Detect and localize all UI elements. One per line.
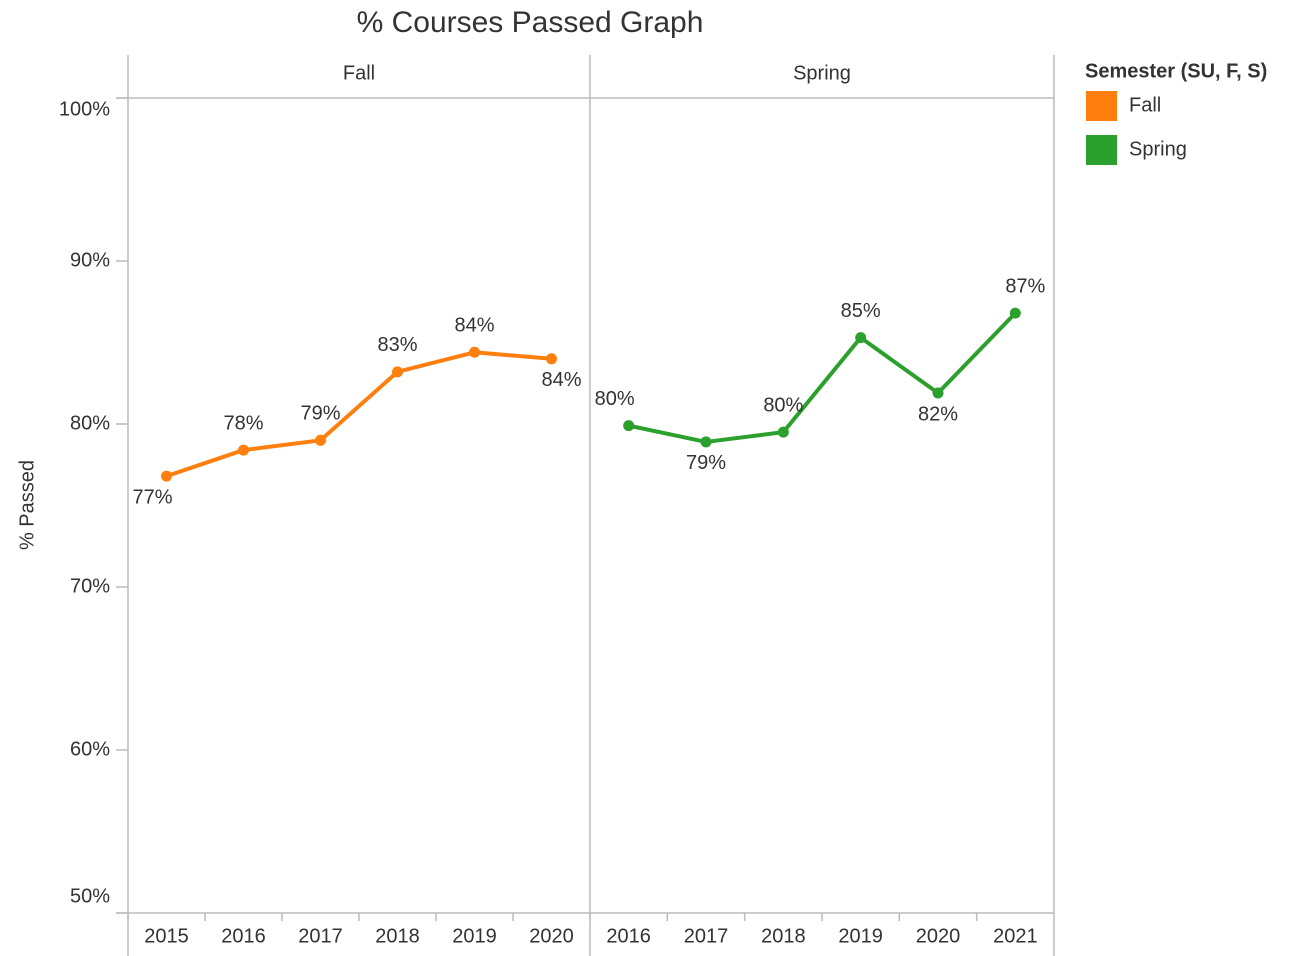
x-tick-label: 2021 xyxy=(993,925,1038,947)
point xyxy=(932,387,944,399)
y-tick-label: 90% xyxy=(70,249,110,271)
data-label: 77% xyxy=(132,486,172,508)
point xyxy=(469,346,480,358)
chart-title: % Courses Passed Graph xyxy=(357,6,704,39)
data-label: 87% xyxy=(1005,275,1045,297)
data-label: 78% xyxy=(223,412,263,434)
x-tick-label: 2018 xyxy=(761,925,806,947)
data-label: 80% xyxy=(595,388,635,410)
data-label: 84% xyxy=(454,315,494,337)
data-label: 85% xyxy=(841,300,881,322)
point xyxy=(315,434,326,446)
legend-title: Semester (SU, F, S) xyxy=(1085,60,1267,82)
x-tick-label: 2017 xyxy=(684,925,729,947)
point xyxy=(700,436,712,448)
point xyxy=(238,444,249,456)
y-tick-label: 60% xyxy=(70,738,110,760)
point xyxy=(161,470,172,482)
data-label: 83% xyxy=(377,334,417,356)
legend-swatch xyxy=(1086,91,1117,121)
x-tick-label: 2020 xyxy=(529,925,574,947)
y-tick-label: 50% xyxy=(70,885,110,907)
x-tick-label: 2016 xyxy=(606,925,651,947)
data-label: 79% xyxy=(300,403,340,425)
x-tick-label: 2018 xyxy=(375,925,420,947)
y-axis-label: % Passed xyxy=(16,460,38,550)
x-tick-label: 2019 xyxy=(452,925,497,947)
data-label: 82% xyxy=(918,403,958,425)
pane-header: Spring xyxy=(793,62,851,84)
data-label: 80% xyxy=(763,394,803,416)
legend-label: Fall xyxy=(1129,94,1161,116)
point xyxy=(777,426,789,438)
x-tick-label: 2020 xyxy=(916,925,961,947)
y-tick-label: 100% xyxy=(59,98,110,120)
legend-label: Spring xyxy=(1129,138,1187,160)
data-label: 84% xyxy=(541,369,581,391)
data-label: 79% xyxy=(686,452,726,474)
legend-swatch xyxy=(1086,135,1117,165)
y-tick-label: 80% xyxy=(70,412,110,434)
x-tick-label: 2016 xyxy=(221,925,266,947)
line xyxy=(165,350,552,479)
point xyxy=(623,420,635,432)
x-tick-label: 2017 xyxy=(298,925,343,947)
point xyxy=(546,353,557,365)
pane-header: Fall xyxy=(343,62,375,84)
y-tick-label: 70% xyxy=(70,575,110,597)
line xyxy=(628,311,1017,444)
x-tick-label: 2019 xyxy=(838,925,883,947)
point xyxy=(392,366,403,378)
point xyxy=(855,332,867,344)
point xyxy=(1009,307,1021,319)
x-tick-label: 2015 xyxy=(144,925,189,947)
